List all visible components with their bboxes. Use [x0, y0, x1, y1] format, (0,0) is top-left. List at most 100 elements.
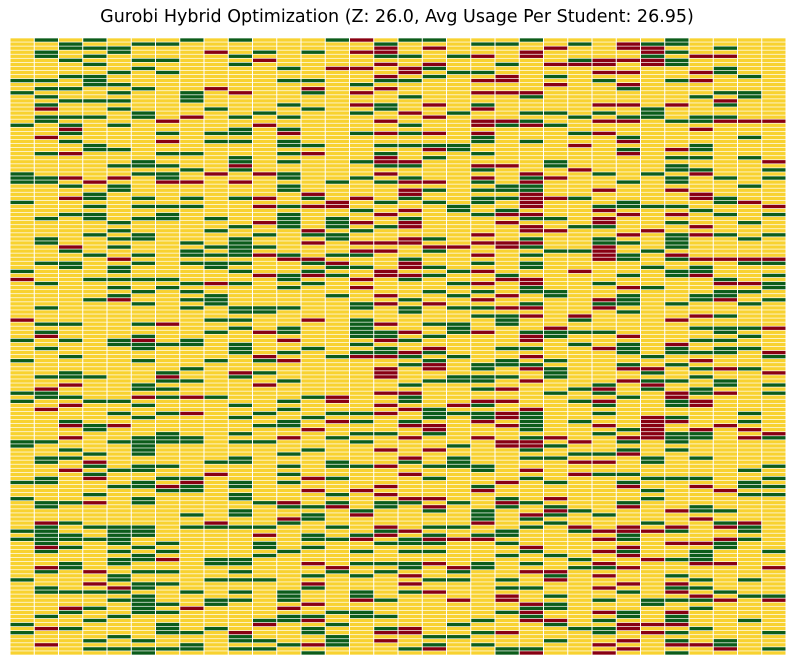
- heatmap-cell-assigned: [495, 123, 519, 127]
- heatmap-cell-unused: [301, 432, 325, 436]
- heatmap-cell-unused: [641, 131, 665, 136]
- heatmap-cell-assigned: [277, 594, 301, 598]
- heatmap-cell-assigned: [422, 643, 446, 647]
- heatmap-cell-unused: [350, 156, 374, 160]
- heatmap-cell-unused: [301, 74, 325, 79]
- heatmap-cell-unused: [422, 383, 446, 387]
- heatmap-cell-assigned: [519, 549, 543, 554]
- heatmap-cell-unused: [544, 139, 568, 144]
- heatmap-cell-unused: [59, 586, 83, 590]
- heatmap-cell-overused: [374, 630, 398, 635]
- heatmap-cell-unused: [471, 38, 495, 42]
- heatmap-cell-unused: [398, 135, 422, 140]
- heatmap-cell-unused: [83, 188, 107, 192]
- heatmap-cell-unused: [228, 208, 252, 213]
- heatmap-cell-unused: [10, 95, 34, 99]
- heatmap-cell-unused: [713, 359, 737, 363]
- heatmap-cell-unused: [738, 103, 762, 107]
- heatmap-cell-unused: [34, 83, 58, 87]
- heatmap-cell-assigned: [59, 371, 83, 375]
- heatmap-cell-unused: [738, 46, 762, 50]
- heatmap-cell-unused: [156, 561, 180, 566]
- heatmap-cell-unused: [422, 586, 446, 590]
- heatmap-cell-unused: [228, 407, 252, 412]
- heatmap-cell-assigned: [228, 460, 252, 464]
- heatmap-cell-assigned: [422, 265, 446, 270]
- heatmap-cell-assigned: [180, 249, 204, 253]
- heatmap-cell-unused: [253, 156, 277, 160]
- heatmap-cell-unused: [156, 269, 180, 274]
- heatmap-cell-unused: [34, 285, 58, 290]
- heatmap-cell-assigned: [641, 107, 665, 111]
- heatmap-cell-unused: [422, 472, 446, 477]
- heatmap-cell-unused: [616, 371, 640, 375]
- heatmap-cell-unused: [277, 651, 301, 655]
- heatmap-cell-assigned: [83, 298, 107, 302]
- heatmap-cell-overused: [641, 557, 665, 562]
- heatmap-cell-overused: [713, 281, 737, 286]
- heatmap-cell-assigned: [301, 233, 325, 237]
- heatmap-cell-unused: [519, 626, 543, 631]
- heatmap-cell-unused: [156, 241, 180, 245]
- heatmap-cell-unused: [544, 277, 568, 282]
- heatmap-cell-assigned: [180, 440, 204, 444]
- heatmap-cell-unused: [350, 54, 374, 58]
- heatmap-cell-unused: [301, 188, 325, 192]
- heatmap-cell-unused: [762, 184, 786, 188]
- heatmap-cell-assigned: [107, 525, 131, 529]
- heatmap-cell-unused: [325, 83, 349, 87]
- heatmap-cell-assigned: [374, 143, 398, 148]
- heatmap-cell-unused: [713, 618, 737, 623]
- heatmap-cell-assigned: [665, 651, 689, 655]
- heatmap-cell-unused: [301, 379, 325, 383]
- heatmap-cell-unused: [350, 456, 374, 460]
- heatmap-cell-unused: [131, 131, 155, 136]
- heatmap-cell-unused: [447, 561, 471, 566]
- heatmap-cell-unused: [738, 639, 762, 643]
- heatmap-cell-unused: [34, 46, 58, 50]
- heatmap-cell-unused: [495, 419, 519, 424]
- heatmap-cell-unused: [519, 318, 543, 322]
- heatmap-cell-unused: [325, 62, 349, 67]
- heatmap-cell-unused: [713, 354, 737, 359]
- heatmap-cell-unused: [10, 330, 34, 334]
- heatmap-cell-unused: [689, 204, 713, 209]
- heatmap-cell-unused: [253, 225, 277, 229]
- heatmap-cell-unused: [641, 338, 665, 343]
- heatmap-cell-unused: [447, 318, 471, 322]
- heatmap-cell-unused: [59, 168, 83, 172]
- heatmap-cell-assigned: [544, 249, 568, 253]
- heatmap-cell-unused: [471, 66, 495, 71]
- heatmap-cell-unused: [471, 557, 495, 562]
- heatmap-cell-unused: [447, 488, 471, 493]
- heatmap-cell-unused: [34, 298, 58, 302]
- heatmap-cell-assigned: [277, 188, 301, 192]
- heatmap-cell-unused: [422, 123, 446, 127]
- heatmap-cell-unused: [83, 326, 107, 330]
- heatmap-cell-assigned: [519, 237, 543, 241]
- heatmap-cell-assigned: [447, 525, 471, 529]
- heatmap-cell-unused: [447, 505, 471, 509]
- heatmap-cell-unused: [204, 225, 228, 229]
- heatmap-cell-unused: [471, 294, 495, 298]
- heatmap-cell-unused: [544, 172, 568, 176]
- heatmap-cell-unused: [713, 172, 737, 176]
- heatmap-cell-unused: [350, 164, 374, 168]
- heatmap-cell-unused: [83, 436, 107, 440]
- heatmap-cell-assigned: [34, 180, 58, 184]
- heatmap-cell-unused: [641, 363, 665, 367]
- heatmap-cell-assigned: [325, 639, 349, 643]
- heatmap-cell-unused: [422, 261, 446, 265]
- heatmap-cell-unused: [471, 590, 495, 594]
- heatmap-cell-unused: [762, 143, 786, 148]
- heatmap-cell-unused: [738, 99, 762, 103]
- heatmap-cell-assigned: [519, 428, 543, 432]
- heatmap-cell-assigned: [713, 639, 737, 643]
- heatmap-cell-unused: [422, 468, 446, 472]
- heatmap-cell-assigned: [544, 513, 568, 517]
- heatmap-cell-unused: [592, 488, 616, 493]
- heatmap-cell-assigned: [398, 277, 422, 282]
- heatmap-cell-unused: [107, 103, 131, 107]
- heatmap-cell-unused: [616, 261, 640, 265]
- heatmap-cell-unused: [641, 549, 665, 554]
